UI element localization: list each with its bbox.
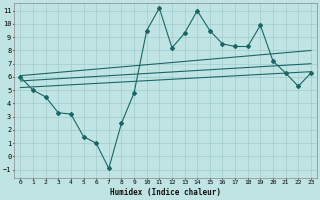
X-axis label: Humidex (Indice chaleur): Humidex (Indice chaleur): [110, 188, 221, 197]
